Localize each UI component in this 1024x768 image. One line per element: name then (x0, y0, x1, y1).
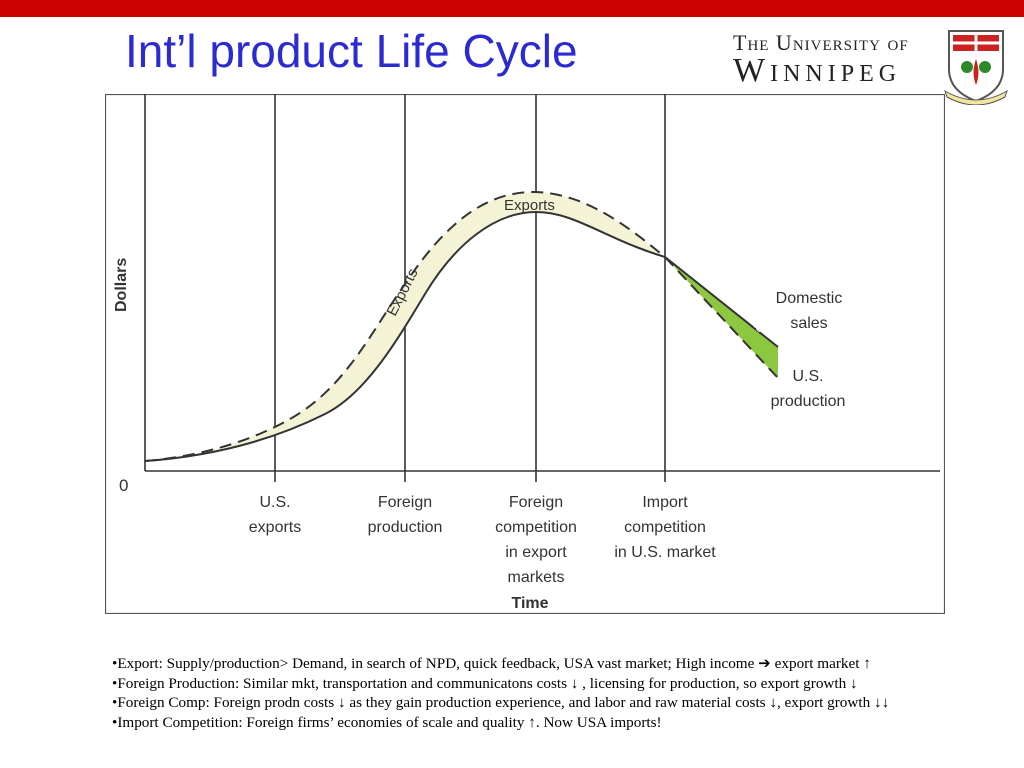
stage-label-us-exports: U.S. exports (249, 494, 301, 536)
domestic-sales-label: Domestic sales (776, 290, 843, 332)
us-production-curve (144, 210, 779, 462)
x-axis-label: Time (511, 595, 548, 612)
stage-label-import-competition: Import competition in U.S. market (614, 494, 716, 561)
note-export: •Export: Supply/production> Demand, in s… (112, 655, 871, 672)
note-import-competition: •Import Competition: Foreign firms’ econ… (112, 713, 662, 731)
y-axis-label: Dollars (113, 258, 130, 312)
note-foreign-production: •Foreign Production: Similar mkt, transp… (112, 674, 858, 692)
note-foreign-competition: •Foreign Comp: Foreign prodn costs ↓ as … (112, 694, 890, 712)
notes-list: •Export: Supply/production> Demand, in s… (112, 654, 1012, 732)
slide-title: Int’l product Life Cycle (125, 25, 578, 77)
university-crest-icon (944, 30, 1008, 105)
top-red-bar (0, 0, 1024, 17)
stage-label-foreign-production: Foreign production (368, 494, 443, 536)
logo-line-1: The University of (733, 30, 909, 55)
y-zero-tick: 0 (119, 476, 128, 495)
logo-line-2: Winnipeg (733, 52, 902, 89)
domestic-sales-curve (144, 190, 779, 462)
stage-label-foreign-competition: Foreign competition in export markets (495, 494, 577, 586)
university-logo: The University of Winnipeg (733, 30, 909, 90)
exports-label-peak: Exports (504, 197, 555, 214)
product-life-cycle-chart: Exports Exports Imports Dollars 0 Domest… (105, 94, 945, 614)
us-production-label: U.S. production (771, 368, 846, 410)
chart-frame (105, 94, 945, 614)
